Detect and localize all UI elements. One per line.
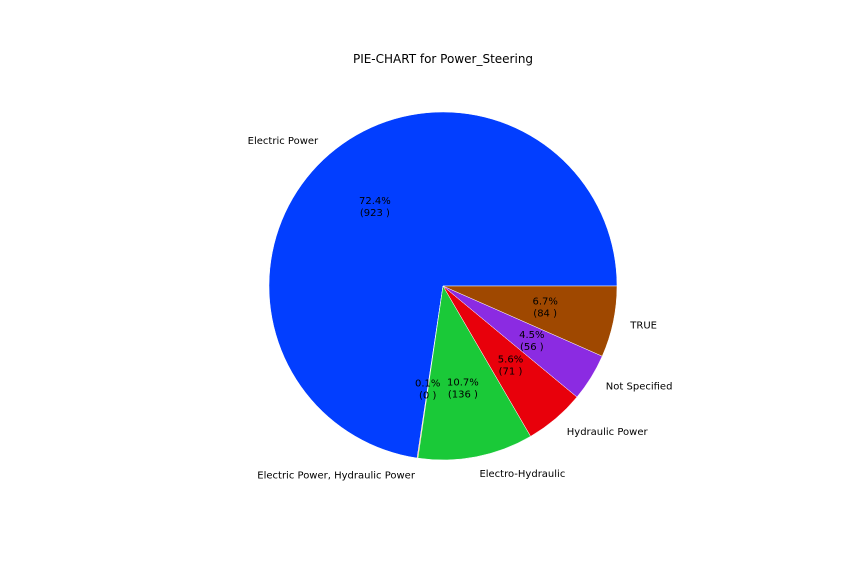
slice-count-5: (84 ) <box>533 309 557 320</box>
slice-label-4: Not Specified <box>606 382 673 393</box>
slice-label-0: Electric Power <box>248 136 319 147</box>
slice-percent-2: 10.7% <box>447 377 479 388</box>
slice-count-0: (923 ) <box>360 208 390 219</box>
slice-count-3: (71 ) <box>499 367 523 378</box>
slice-percent-1: 0.1% <box>415 378 440 389</box>
slice-label-1: Electric Power, Hydraulic Power <box>257 470 416 481</box>
pie-slice-2 <box>417 285 531 461</box>
slice-label-3: Hydraulic Power <box>567 427 649 438</box>
chart-title: PIE-CHART for Power_Steering <box>353 52 533 66</box>
pie-labels: Electric Power 72.4%(923 ) Electric Power,… <box>248 136 673 481</box>
pie-slice-0 <box>268 111 618 459</box>
pie-slice-5 <box>442 285 618 357</box>
slice-count-4: (56 ) <box>520 342 544 353</box>
slice-percent-5: 6.7% <box>532 297 557 308</box>
slice-count-2: (136 ) <box>448 389 478 400</box>
pie-slices <box>268 111 618 461</box>
slice-percent-4: 4.5% <box>519 330 544 341</box>
slice-label-2: Electro-Hydraulic <box>479 469 565 480</box>
slice-count-1: (0 ) <box>419 390 436 401</box>
slice-percent-3: 5.6% <box>498 355 523 366</box>
slice-label-5: TRUE <box>629 320 657 331</box>
slice-percent-0: 72.4% <box>359 196 391 207</box>
